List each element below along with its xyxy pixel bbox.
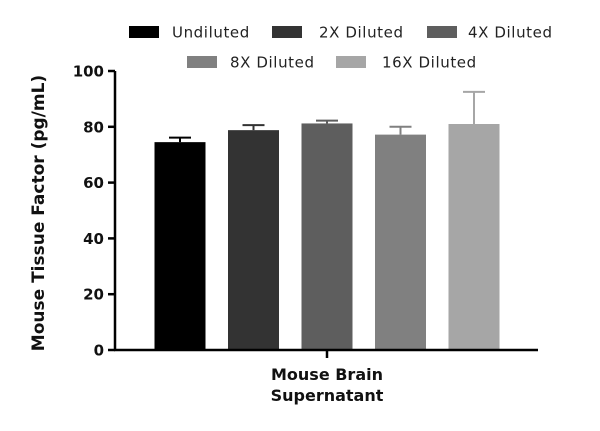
legend-label: Undiluted xyxy=(172,24,250,42)
legend-label: 8X Diluted xyxy=(230,54,315,72)
y-tick-label: 60 xyxy=(83,174,104,192)
x-axis: Mouse Brain Supernatant xyxy=(114,348,538,405)
bar-2x-diluted xyxy=(228,130,279,350)
legend-swatch xyxy=(272,26,302,38)
y-tick-label: 20 xyxy=(83,286,104,304)
y-tick-label: 40 xyxy=(83,230,104,248)
legend-label: 2X Diluted xyxy=(319,24,404,42)
bar-4x-diluted xyxy=(301,123,353,351)
y-tick-label: 80 xyxy=(83,118,104,136)
bars xyxy=(154,90,500,351)
legend-label: 16X Diluted xyxy=(382,54,477,72)
legend-swatch xyxy=(187,56,217,68)
bar-16x-diluted xyxy=(448,124,500,350)
y-axis-title: Mouse Tissue Factor (pg/mL) xyxy=(29,75,49,351)
x-category-label: Mouse Brain Supernatant xyxy=(271,365,384,405)
y-tick-label: 100 xyxy=(73,63,104,81)
bar-undiluted xyxy=(154,142,206,350)
bar-8x-diluted xyxy=(375,134,426,350)
legend-swatch xyxy=(129,26,159,38)
y-axis: 0 20 40 60 80 100 xyxy=(73,63,117,360)
legend: Undiluted 2X Diluted 4X Diluted 8X Diluted 1… xyxy=(129,24,553,72)
legend-swatch xyxy=(336,56,366,68)
legend-label: 4X Diluted xyxy=(468,24,553,42)
y-tick-label: 0 xyxy=(94,342,104,360)
legend-swatch xyxy=(427,26,457,38)
